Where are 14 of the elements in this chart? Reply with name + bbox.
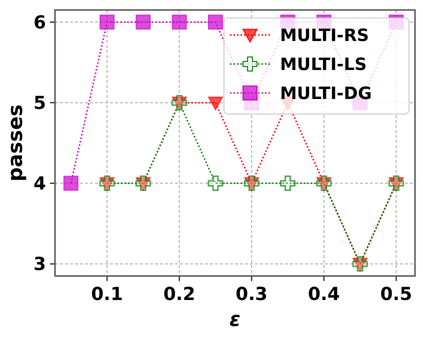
- x-axis-title: ε: [229, 307, 241, 331]
- y-tick-label: 5: [33, 92, 46, 114]
- legend-label: MULTI-RS: [280, 26, 370, 46]
- x-tick-label: 0.3: [236, 284, 268, 305]
- y-tick-label: 4: [33, 174, 46, 195]
- y-axis-title: passes: [3, 104, 27, 182]
- y-tick-label: 6: [33, 12, 46, 34]
- legend-label: MULTI-DG: [280, 84, 372, 104]
- x-tick-label: 0.5: [380, 284, 412, 305]
- y-tick-label: 3: [33, 254, 46, 276]
- x-tick-label: 0.4: [308, 284, 340, 305]
- x-tick-label: 0.1: [91, 284, 123, 305]
- legend-label: MULTI-LS: [280, 54, 367, 75]
- x-tick-label: 0.2: [163, 284, 196, 305]
